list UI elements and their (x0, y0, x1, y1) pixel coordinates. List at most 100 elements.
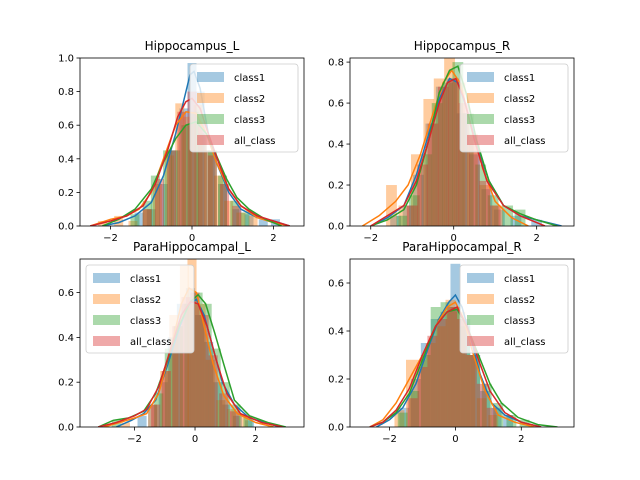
hist-bar-class3 (470, 355, 481, 427)
hist-bar-class3 (171, 150, 181, 226)
hist-bar-all_class (207, 155, 217, 226)
hist-bar-class3 (164, 348, 174, 427)
axes-frame (349, 57, 575, 227)
kde-line-class1 (115, 298, 281, 427)
hist-bar-class1 (470, 355, 481, 427)
hist-bar-all_class (407, 398, 418, 427)
hist-bar-class2 (175, 103, 185, 226)
legend-swatch-class3 (467, 315, 494, 325)
hist-bar-class2 (248, 215, 258, 226)
subplot-3: −2 0 20.00.20.40.6ParaHippocampal_Lclass1c… (58, 240, 305, 445)
hist-bar-class1 (435, 86, 447, 226)
hist-bar-all_class (427, 123, 439, 226)
hist-bar-class2 (142, 209, 152, 226)
hist-bar-class3 (502, 205, 514, 226)
hist-bar-class2 (444, 58, 455, 226)
hist-bar-class1 (503, 415, 514, 427)
hist-bar-class1 (456, 113, 468, 226)
legend: class1 class2 class3 all_class (459, 264, 569, 354)
hist-bar-class3 (197, 133, 207, 226)
hist-bar-class1 (469, 154, 480, 226)
legend-swatch-class3 (197, 114, 224, 124)
subplot-title: Hippocampus_R (414, 39, 510, 53)
hist-bar-all_class (469, 144, 480, 226)
x-tick-label: −2 (363, 233, 378, 244)
legend: class1 class2 class3 all_class (85, 264, 195, 354)
y-tick-label: 0.0 (58, 423, 74, 434)
legend-label-class1: class1 (130, 274, 161, 285)
hist-bar-all_class (489, 205, 501, 226)
hist-bar-all_class (437, 86, 449, 226)
x-tick-label: −2 (127, 434, 142, 445)
y-tick-label: 0.4 (58, 333, 74, 344)
hist-bar-class2 (216, 400, 226, 427)
hist-bar-class3 (173, 326, 183, 427)
hist-bar-all_class (486, 407, 497, 427)
hist-bar-class1 (425, 123, 437, 226)
legend-label-class3: class3 (130, 316, 161, 327)
hist-bar-all_class (190, 292, 200, 427)
hist-bar-class3 (189, 111, 199, 226)
hist-bar-all_class (181, 297, 191, 427)
legend-label-class2: class2 (504, 94, 535, 105)
hist-bar-class2 (423, 98, 435, 226)
legend-label-class2: class2 (504, 295, 535, 306)
subplot-title: ParaHippocampal_R (402, 240, 522, 254)
legend-swatch-all_class (197, 135, 224, 145)
legend-label-class2: class2 (234, 94, 265, 105)
y-tick-label: 0.2 (58, 188, 74, 199)
hist-bar-class2 (196, 303, 206, 427)
hist-bar-class1 (440, 311, 451, 427)
legend-swatch-all_class (467, 135, 494, 145)
hist-bar-class2 (114, 215, 124, 226)
hist-bar-class3 (220, 382, 230, 427)
hist-bar-all_class (458, 103, 470, 226)
hist-bar-all_class (417, 164, 428, 226)
hist-bar-class1 (399, 407, 410, 427)
legend-swatch-class2 (197, 93, 224, 103)
hist-bar-class2 (205, 359, 215, 427)
kde-line-all_class (369, 306, 542, 427)
hist-bar-class2 (160, 371, 170, 427)
hist-bar-class1 (213, 382, 223, 427)
legend-label-class3: class3 (504, 316, 535, 327)
hist-bar-class2 (120, 422, 130, 427)
y-tick-label: 0.8 (328, 58, 344, 69)
hist-bar-class2 (213, 175, 223, 226)
hist-bar-class2 (152, 184, 162, 226)
legend-swatch-all_class (93, 336, 120, 346)
hist-bar-all_class (457, 319, 467, 427)
y-tick-label: 0.2 (58, 378, 74, 389)
hist-bar-class1 (420, 343, 431, 427)
hist-bar-all_class (232, 205, 242, 226)
hist-bar-class2 (410, 154, 422, 226)
legend-box (459, 264, 569, 354)
hist-bar-class2 (203, 150, 213, 226)
plot-area (362, 58, 562, 226)
hist-bar-class3 (442, 82, 453, 226)
hist-bar-class3 (421, 154, 433, 226)
hist-bar-class2 (479, 185, 491, 226)
hist-bar-class2 (466, 133, 478, 226)
hist-bar-class1 (232, 209, 242, 226)
hist-bar-class1 (159, 184, 168, 226)
hist-bar-class2 (398, 205, 410, 226)
y-tick-label: 0.0 (328, 423, 344, 434)
hist-bar-class1 (195, 91, 205, 226)
hist-bar-class3 (475, 164, 487, 226)
hist-bar-all_class (199, 315, 209, 427)
subplot-title: Hippocampus_L (145, 39, 240, 53)
hist-bar-class2 (454, 82, 466, 226)
legend-label-class1: class1 (504, 73, 535, 84)
hist-bar-class2 (491, 205, 503, 226)
legend-box (459, 63, 569, 153)
hist-bar-class2 (425, 343, 436, 427)
hist-bar-class2 (394, 410, 405, 427)
hist-bar-class3 (218, 175, 228, 226)
hist-bar-class1 (134, 212, 144, 226)
hist-bar-class1 (493, 209, 505, 226)
y-tick-label: 0.4 (328, 140, 344, 151)
hist-bar-class1 (148, 404, 158, 427)
hist-bar-all_class (406, 205, 418, 226)
